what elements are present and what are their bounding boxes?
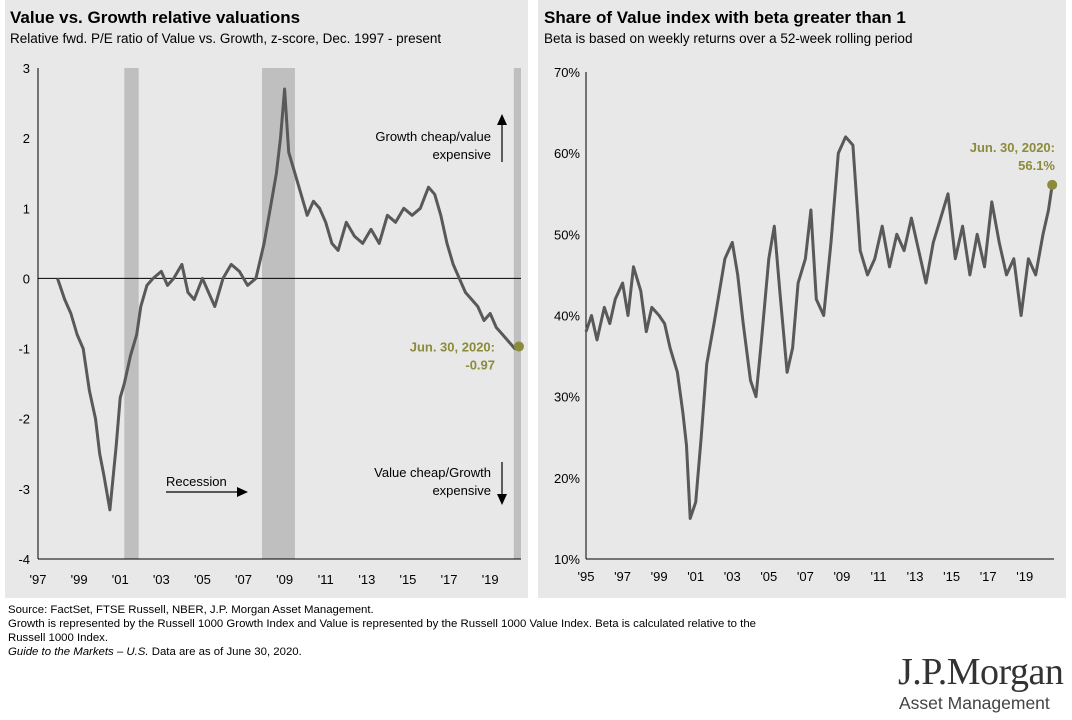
x-tick-label: '01 bbox=[687, 569, 704, 584]
left-chart-panel: Value vs. Growth relative valuations Rel… bbox=[5, 0, 528, 598]
x-tick-label: '19 bbox=[482, 572, 499, 587]
guide-title: Guide to the Markets – U.S. bbox=[8, 646, 149, 658]
x-tick-label: '15 bbox=[943, 569, 960, 584]
x-tick-label: '17 bbox=[980, 569, 997, 584]
y-tick-label: 50% bbox=[554, 227, 580, 242]
x-tick-label: '95 bbox=[578, 569, 595, 584]
index-note-cont: Russell 1000 Index. bbox=[8, 632, 109, 644]
y-tick-label: 20% bbox=[554, 471, 580, 486]
date-text: Data are as of June 30, 2020. bbox=[148, 646, 302, 658]
x-tick-label: '09 bbox=[833, 569, 850, 584]
y-tick-label: -4 bbox=[18, 552, 30, 567]
up-arrow-head bbox=[497, 114, 507, 125]
right-chart-panel: Share of Value index with beta greater t… bbox=[538, 0, 1066, 598]
x-tick-label: '13 bbox=[907, 569, 924, 584]
x-tick-label: '03 bbox=[153, 572, 170, 587]
endpoint-date-label: Jun. 30, 2020: bbox=[970, 140, 1055, 155]
y-tick-label: 40% bbox=[554, 309, 580, 324]
right-chart-subtitle: Beta is based on weekly returns over a 5… bbox=[544, 31, 913, 46]
growth-cheap-label-2: expensive bbox=[432, 147, 491, 162]
asset-management-logo: Asset Management bbox=[899, 693, 1050, 713]
recession-arrow-head bbox=[237, 487, 248, 497]
recession-band bbox=[262, 68, 295, 559]
x-tick-label: '15 bbox=[399, 572, 416, 587]
right-chart-title: Share of Value index with beta greater t… bbox=[544, 8, 906, 27]
relative-valuation-line bbox=[56, 87, 520, 512]
y-tick-label: 30% bbox=[554, 390, 580, 405]
left-chart-title: Value vs. Growth relative valuations bbox=[10, 8, 301, 27]
x-tick-label: '07 bbox=[797, 569, 814, 584]
right-chart-plot: 70% 60% 50% 40% 30% 20% 10% '95 '97 '99 '01 '03 '05 '… bbox=[554, 65, 1058, 584]
y-tick-label: 0 bbox=[23, 271, 30, 286]
value-cheap-label-2: expensive bbox=[432, 483, 491, 498]
left-chart-subtitle: Relative fwd. P/E ratio of Value vs. Gro… bbox=[10, 31, 442, 46]
x-tick-label: '11 bbox=[318, 572, 334, 587]
y-tick-label: 10% bbox=[554, 552, 580, 567]
x-tick-label: '19 bbox=[1016, 569, 1033, 584]
x-tick-label: '97 bbox=[30, 572, 47, 587]
beta-share-line bbox=[584, 135, 1054, 520]
y-tick-label: 60% bbox=[554, 146, 580, 161]
endpoint-value-label: 56.1% bbox=[1018, 158, 1055, 173]
value-cheap-label: Value cheap/Growth bbox=[374, 465, 491, 480]
y-tick-label: 3 bbox=[23, 61, 30, 76]
x-tick-label: '07 bbox=[235, 572, 252, 587]
x-tick-label: '99 bbox=[71, 572, 88, 587]
y-tick-label: 2 bbox=[23, 131, 30, 146]
x-tick-label: '99 bbox=[651, 569, 668, 584]
y-tick-label: 1 bbox=[23, 201, 30, 216]
growth-cheap-label: Growth cheap/value bbox=[375, 129, 491, 144]
left-chart-plot: 3 2 1 0 -1 -2 -3 -4'97 '99 '01 '03 '05 '07 '09 '11 '13 '… bbox=[18, 61, 524, 587]
endpoint-marker bbox=[1047, 179, 1058, 190]
y-tick-label: -1 bbox=[18, 342, 30, 357]
recession-label: Recession bbox=[166, 474, 227, 489]
x-tick-label: '13 bbox=[358, 572, 375, 587]
endpoint-marker bbox=[513, 341, 524, 352]
jpmorgan-logo: J.P.Morgan bbox=[898, 651, 1064, 693]
x-tick-label: '11 bbox=[871, 569, 887, 584]
x-tick-label: '01 bbox=[112, 572, 129, 587]
y-tick-label: -3 bbox=[18, 482, 30, 497]
x-tick-label: '17 bbox=[441, 572, 458, 587]
recession-band bbox=[513, 68, 521, 559]
x-tick-label: '05 bbox=[194, 572, 211, 587]
x-tick-label: '09 bbox=[276, 572, 293, 587]
endpoint-date-label: Jun. 30, 2020: bbox=[410, 339, 495, 354]
index-note: Growth is represented by the Russell 100… bbox=[8, 618, 756, 630]
x-tick-label: '05 bbox=[760, 569, 777, 584]
x-tick-label: '03 bbox=[724, 569, 741, 584]
endpoint-value-label: -0.97 bbox=[465, 357, 495, 372]
down-arrow-head bbox=[497, 494, 507, 505]
x-tick-label: '97 bbox=[614, 569, 631, 584]
source-note: Source: FactSet, FTSE Russell, NBER, J.P… bbox=[8, 604, 374, 616]
y-tick-label: -2 bbox=[18, 412, 30, 427]
date-note: Guide to the Markets – U.S. Data are as … bbox=[8, 646, 302, 660]
recession-band bbox=[124, 68, 139, 559]
y-tick-label: 70% bbox=[554, 65, 580, 80]
